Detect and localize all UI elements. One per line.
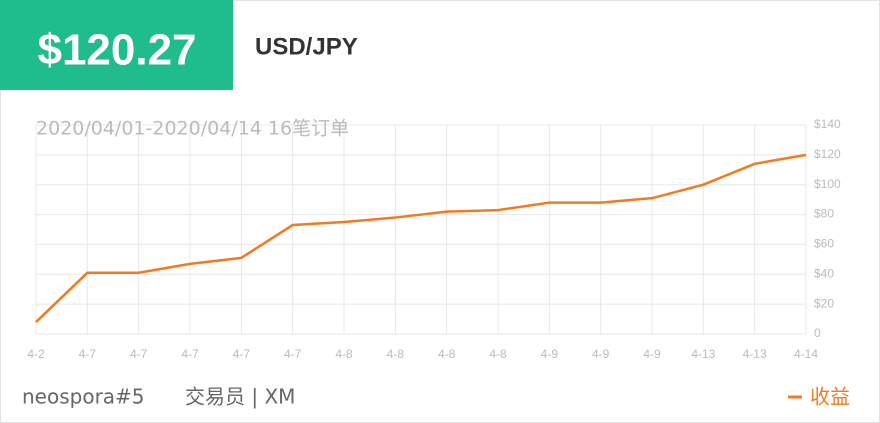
y-tick-label: $20	[814, 296, 834, 310]
y-tick-label: 0	[814, 326, 821, 340]
x-tick-label: 4-7	[130, 347, 148, 361]
trader: neospora#5	[22, 385, 145, 409]
x-tick-label: 4-8	[335, 347, 353, 361]
x-tick-label: 4-9	[592, 347, 610, 361]
x-tick-label: 4-2	[27, 347, 45, 361]
price-box	[0, 0, 233, 90]
chart-title: 2020/04/01-2020/04/14 16笔订单	[36, 118, 349, 140]
x-tick-label: 4-13	[743, 347, 767, 361]
x-tick-label: 4-7	[284, 347, 302, 361]
x-tick-label: 4-13	[691, 347, 715, 361]
x-tick-label: 4-8	[387, 347, 405, 361]
y-tick-label: $60	[814, 237, 834, 251]
x-tick-label: 4-9	[541, 347, 559, 361]
x-tick-label: 4-9	[643, 347, 661, 361]
role: 交易员 | XM	[185, 385, 295, 409]
chart: 0 $20 $40 $60 $80 $100 $120 $140 4-2 4-7 4-7 4-7 4-7…	[27, 117, 841, 361]
price: $120.27	[37, 26, 196, 75]
y-tick-label: $120	[814, 147, 841, 161]
x-tick-label: 4-7	[181, 347, 199, 361]
x-tick-label: 4-7	[79, 347, 97, 361]
x-tick-label: 4-14	[794, 347, 818, 361]
y-tick-label: $140	[814, 117, 841, 131]
y-tick-label: $80	[814, 207, 834, 221]
legend-label: 收益	[810, 385, 850, 409]
line	[35, 153, 807, 323]
x-tick-label: 4-8	[489, 347, 507, 361]
y-tick-label: $40	[814, 266, 834, 280]
y-tick-label: $100	[814, 177, 841, 191]
x-tick-label: 4-7	[233, 347, 251, 361]
x-tick-label: 4-8	[438, 347, 456, 361]
symbol: USD/JPY	[255, 33, 358, 60]
